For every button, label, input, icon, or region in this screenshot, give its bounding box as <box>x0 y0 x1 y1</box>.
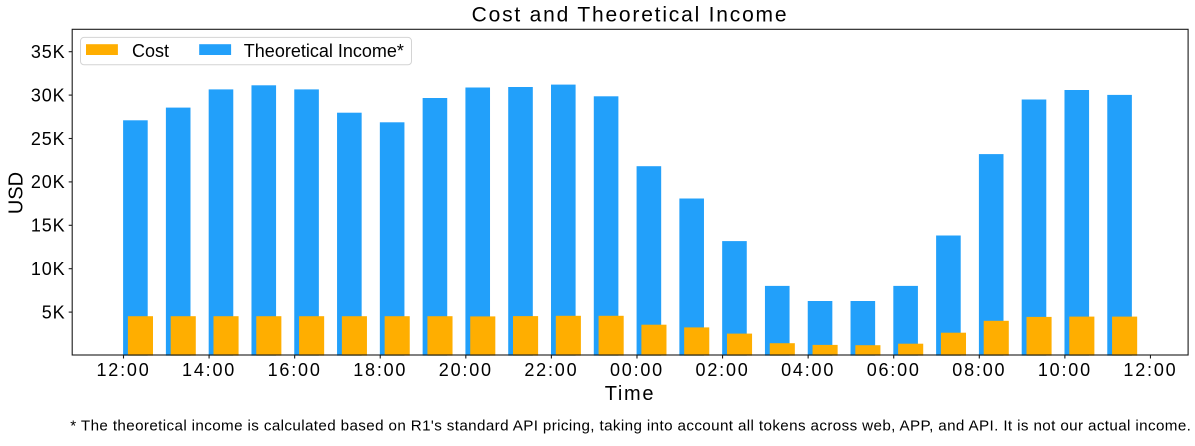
svg-text:14:00: 14:00 <box>182 360 236 380</box>
svg-text:35K: 35K <box>31 42 66 62</box>
svg-text:12:00: 12:00 <box>96 360 150 380</box>
svg-text:15K: 15K <box>31 216 66 236</box>
svg-text:Theoretical Income*: Theoretical Income* <box>244 41 404 61</box>
svg-text:Cost and Theoretical Income: Cost and Theoretical Income <box>472 4 789 27</box>
svg-text:10K: 10K <box>31 259 66 279</box>
svg-text:08:00: 08:00 <box>952 360 1006 380</box>
svg-text:00:00: 00:00 <box>610 360 664 380</box>
svg-text:04:00: 04:00 <box>781 360 835 380</box>
svg-text:5K: 5K <box>42 302 66 322</box>
svg-text:22:00: 22:00 <box>524 360 578 380</box>
svg-text:Time: Time <box>605 383 656 405</box>
svg-text:16:00: 16:00 <box>268 360 322 380</box>
svg-text:30K: 30K <box>31 85 66 105</box>
svg-text:Cost: Cost <box>132 41 169 61</box>
svg-text:25K: 25K <box>31 129 66 149</box>
svg-text:18:00: 18:00 <box>353 360 407 380</box>
svg-text:12:00: 12:00 <box>1123 360 1177 380</box>
svg-text:10:00: 10:00 <box>1038 360 1092 380</box>
svg-text:02:00: 02:00 <box>696 360 750 380</box>
svg-text:06:00: 06:00 <box>867 360 921 380</box>
svg-text:20K: 20K <box>31 172 66 192</box>
svg-text:20:00: 20:00 <box>439 360 493 380</box>
svg-text:* The theoretical income is ca: * The theoretical income is calculated b… <box>70 418 1191 435</box>
svg-text:USD: USD <box>6 172 28 214</box>
